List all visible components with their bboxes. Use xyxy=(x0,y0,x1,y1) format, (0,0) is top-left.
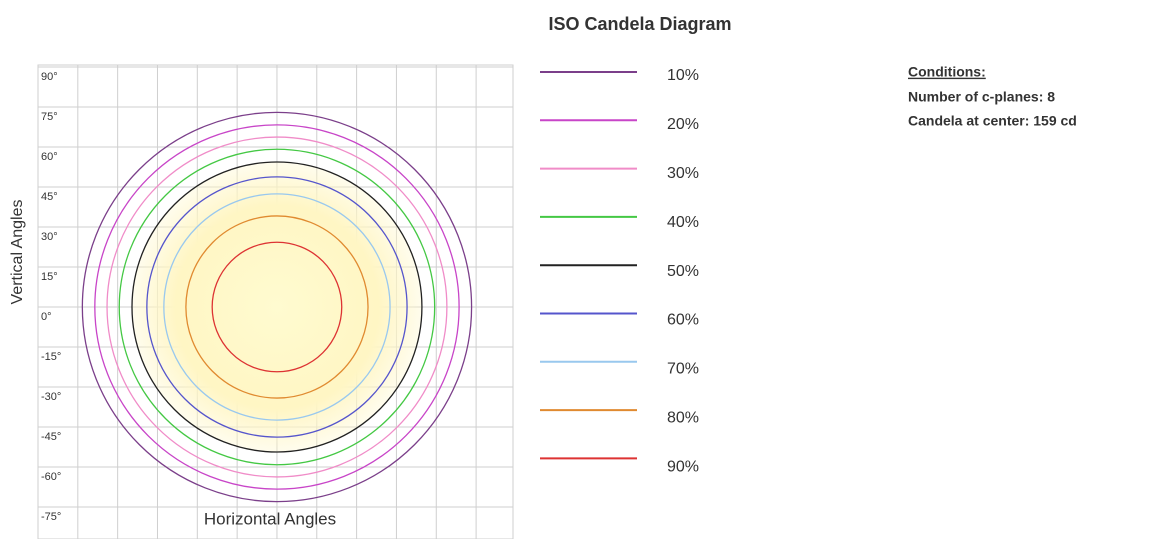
legend-label: 40% xyxy=(667,214,699,231)
x-axis-label: Horizontal Angles xyxy=(204,509,336,528)
y-tick-label: -30° xyxy=(41,391,61,403)
y-tick-label: 30° xyxy=(41,231,58,243)
legend-label: 10% xyxy=(667,67,699,84)
y-tick-label: 45° xyxy=(41,191,58,203)
y-tick-label: -45° xyxy=(41,431,61,443)
y-tick-label: 0° xyxy=(41,311,52,323)
plot-area: 90° 75° 60° 45° 30° 15° 0° -15° -30° -45° -60° -75° xyxy=(37,64,514,539)
iso-contour xyxy=(118,148,436,466)
legend-label: 30% xyxy=(667,165,699,182)
iso-contour xyxy=(163,193,391,421)
y-tick-label: -75° xyxy=(41,511,61,523)
iso-contour xyxy=(81,111,473,503)
y-axis-label: Vertical Angles xyxy=(9,200,26,305)
iso-contour xyxy=(94,124,460,490)
conditions-heading: Conditions: xyxy=(908,64,986,80)
legend-label: 50% xyxy=(667,263,699,280)
y-tick-label: 15° xyxy=(41,271,58,283)
condition: Number of c-planes: 8 xyxy=(908,89,1055,105)
legend-label: 90% xyxy=(667,458,699,475)
iso-contour xyxy=(185,215,369,399)
y-tick-label: -15° xyxy=(41,351,61,363)
iso-contour xyxy=(146,176,408,438)
y-tick-label: 75° xyxy=(41,111,58,123)
legend-label: 70% xyxy=(667,361,699,378)
iso-contour xyxy=(211,241,343,373)
iso-contour xyxy=(131,161,423,453)
glow-fill xyxy=(131,162,422,452)
y-tick-label: 60° xyxy=(41,151,58,163)
legend-label: 80% xyxy=(667,410,699,427)
y-tick-label: -60° xyxy=(41,471,61,483)
chart-title: ISO Candela Diagram xyxy=(548,14,731,34)
iso-contour xyxy=(106,136,448,478)
condition: Candela at center: 159 cd xyxy=(908,113,1077,129)
legend-label: 20% xyxy=(667,116,699,133)
legend-label: 60% xyxy=(667,312,699,329)
y-tick-label: 90° xyxy=(41,71,58,83)
